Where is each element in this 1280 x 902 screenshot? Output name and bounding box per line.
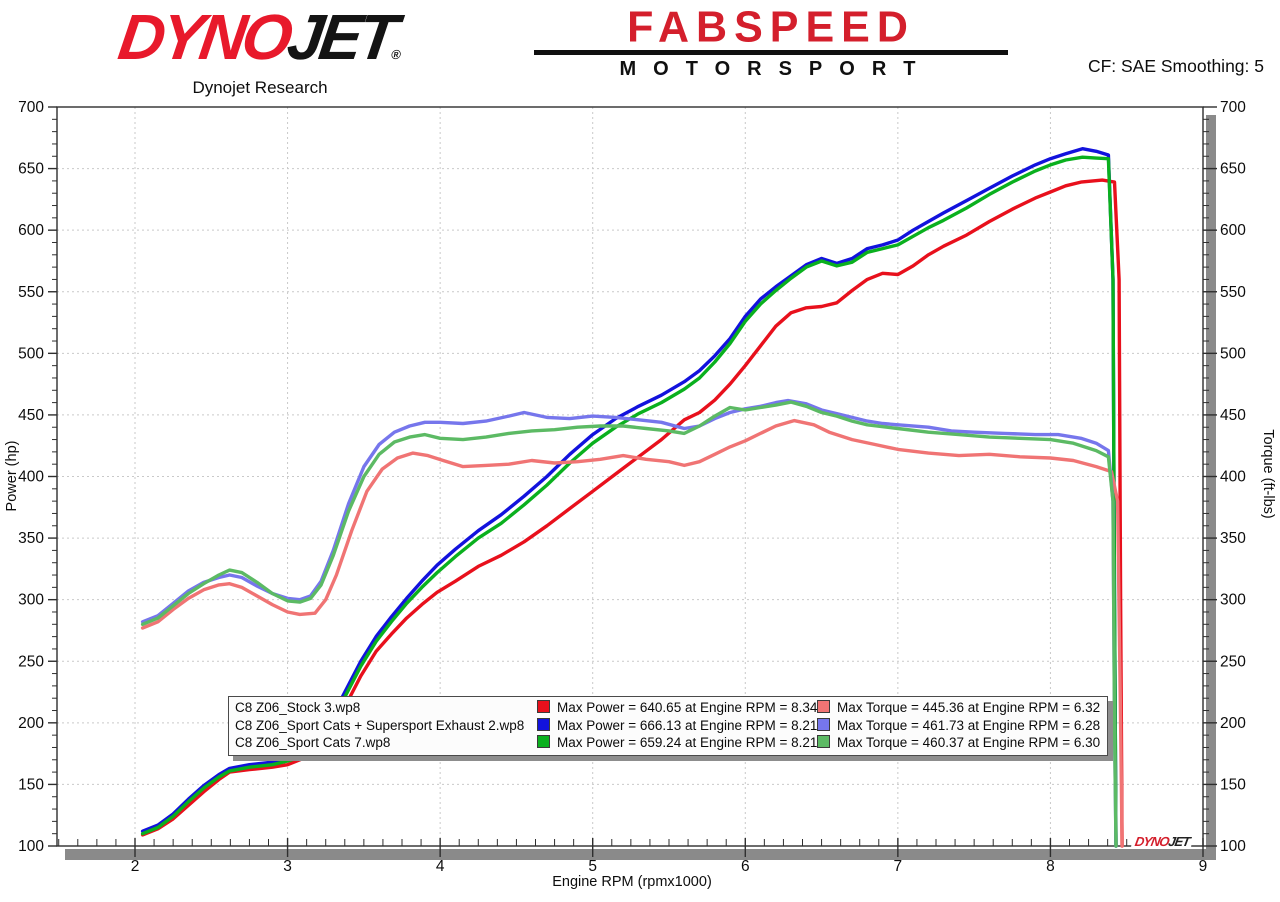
x-tick-label: 5 — [588, 858, 597, 875]
y-tick-label-left: 500 — [18, 345, 44, 362]
power-color-swatch — [537, 717, 550, 731]
y2-axis-title: Torque (ft-lbs) — [1260, 429, 1276, 518]
y-tick-label-right: 650 — [1220, 161, 1246, 178]
x-tick-label: 9 — [1199, 858, 1208, 875]
y-tick-label-left: 400 — [18, 469, 44, 486]
y-tick-label-right: 100 — [1220, 838, 1246, 855]
y-tick-label-right: 300 — [1220, 592, 1246, 609]
x-tick-label: 4 — [436, 858, 445, 875]
curve-c8-z06-stock-3-wp8-power-hp- — [140, 178, 1124, 848]
fabspeed-wordmark: FABSPEED — [627, 2, 915, 52]
legend-max-power: Max Power = 640.65 at Engine RPM = 8.34 — [537, 699, 817, 717]
y-tick-label-right: 200 — [1220, 715, 1246, 732]
dynojet-watermark: DYNOJET — [1130, 834, 1194, 849]
y-tick-label-left: 300 — [18, 592, 44, 609]
shadow-bar-right — [1206, 115, 1216, 852]
legend-row: C8 Z06_Sport Cats + Supersport Exhaust 2… — [229, 717, 1107, 735]
dynojet-logo: DYNOJET® — [52, 1, 468, 90]
y-tick-label-right: 450 — [1220, 407, 1246, 424]
y-axis-title: Power (hp) — [4, 441, 20, 512]
y-tick-label-left: 600 — [18, 222, 44, 239]
fabspeed-logo: FABSPEED MOTORSPORT — [532, 2, 1010, 80]
x-tick-label: 3 — [283, 858, 292, 875]
fabspeed-divider — [534, 50, 1008, 55]
torque-color-swatch — [817, 717, 830, 731]
legend-max-torque: Max Torque = 445.36 at Engine RPM = 6.32 — [817, 699, 1101, 717]
fabspeed-motorsport: MOTORSPORT — [619, 58, 933, 80]
y-tick-label-right: 500 — [1220, 345, 1246, 362]
y-tick-label-right: 700 — [1220, 99, 1246, 116]
y-tick-label-left: 250 — [18, 653, 44, 670]
y-tick-label-right: 400 — [1220, 469, 1246, 486]
curve-c8-z06-stock-3-wp8-torque-ft-lbs- — [140, 418, 1124, 848]
curve-c8-z06-sport-cats-7-wp8-power-hp- — [140, 155, 1118, 848]
power-color-swatch — [537, 700, 550, 713]
y-tick-label-right: 250 — [1220, 653, 1246, 670]
curve-c8-z06-sport-cats-supersport-exhaust-2-wp8-power-hp- — [140, 146, 1118, 848]
legend-run-name: C8 Z06_Sport Cats + Supersport Exhaust 2… — [235, 717, 525, 733]
legend-max-torque: Max Torque = 461.73 at Engine RPM = 6.28 — [817, 717, 1101, 735]
legend-box: C8 Z06_Stock 3.wp8 Max Power = 640.65 at … — [228, 696, 1108, 756]
y-tick-label-left: 150 — [18, 776, 44, 793]
legend-max-power: Max Power = 666.13 at Engine RPM = 8.21 — [537, 717, 817, 735]
dynojet-subtitle: Dynojet Research — [192, 78, 328, 97]
legend-run-name: C8 Z06_Sport Cats 7.wp8 — [235, 735, 391, 750]
smoothing-label: CF: SAE Smoothing: 5 — [1087, 56, 1264, 76]
power-color-swatch — [537, 735, 550, 748]
x-tick-label: 8 — [1046, 858, 1055, 875]
y-tick-label-right: 550 — [1220, 284, 1246, 301]
legend-max-power: Max Power = 659.24 at Engine RPM = 8.21 — [537, 734, 817, 752]
y-tick-label-left: 650 — [18, 161, 44, 178]
shadow-bar-bottom — [65, 849, 1216, 860]
y-tick-label-right: 600 — [1220, 222, 1246, 239]
dynojet-logo-dyno: DYNO — [114, 1, 294, 73]
torque-color-swatch — [817, 700, 830, 713]
x-axis-title: Engine RPM (rpmx1000) — [552, 874, 712, 890]
registered-mark: ® — [390, 47, 402, 62]
legend-row: C8 Z06_Stock 3.wp8 Max Power = 640.65 at … — [229, 699, 1107, 717]
torque-color-swatch — [817, 735, 830, 748]
legend-row: C8 Z06_Sport Cats 7.wp8 Max Power = 659.2… — [229, 734, 1107, 752]
x-tick-label: 6 — [741, 858, 750, 875]
legend-max-torque: Max Torque = 460.37 at Engine RPM = 6.30 — [817, 734, 1101, 752]
x-tick-label: 2 — [131, 858, 140, 875]
curve-c8-z06-sport-cats-supersport-exhaust-2-wp8-torque-ft-lbs- — [140, 398, 1118, 848]
y-tick-label-left: 350 — [18, 530, 44, 547]
curve-c8-z06-sport-cats-7-wp8-torque-ft-lbs- — [140, 400, 1118, 848]
y-tick-label-right: 150 — [1220, 776, 1246, 793]
watermark-jet: JET — [1167, 834, 1191, 849]
watermark-dyno: DYNO — [1133, 834, 1170, 849]
y-tick-label-left: 700 — [18, 99, 44, 116]
y-tick-label-right: 350 — [1220, 530, 1246, 547]
y-tick-label-left: 200 — [18, 715, 44, 732]
legend-run-name: C8 Z06_Stock 3.wp8 — [235, 700, 361, 715]
y-tick-label-left: 450 — [18, 407, 44, 424]
dynojet-logo-jet: JET — [283, 1, 399, 73]
x-tick-label: 7 — [894, 858, 903, 875]
y-tick-label-left: 100 — [18, 838, 44, 855]
y-tick-label-left: 550 — [18, 284, 44, 301]
